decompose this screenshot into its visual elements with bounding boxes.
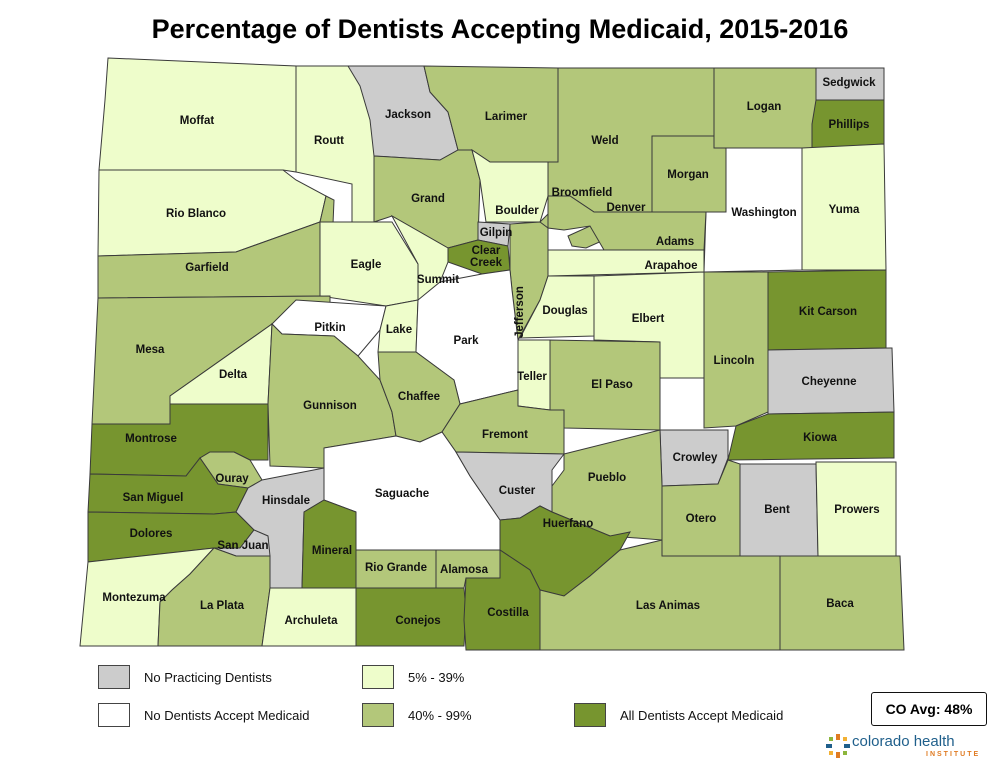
legend-label: All Dentists Accept Medicaid bbox=[620, 707, 784, 723]
legend-label: 5% - 39% bbox=[408, 669, 465, 685]
legend-label: No Practicing Dentists bbox=[144, 669, 272, 685]
county-label-baca: Baca bbox=[826, 598, 854, 610]
county-label-san-miguel: San Miguel bbox=[123, 492, 184, 504]
county-label-douglas: Douglas bbox=[542, 305, 587, 317]
county-label-summit: Summit bbox=[417, 274, 459, 286]
county-label-denver: Denver bbox=[607, 202, 647, 214]
county-label-lincoln: Lincoln bbox=[714, 355, 755, 367]
county-label-kiowa: Kiowa bbox=[803, 432, 837, 444]
county-grand bbox=[373, 149, 481, 249]
county-las-animas bbox=[539, 539, 781, 651]
county-label-montrose: Montrose bbox=[125, 433, 177, 445]
county-label-park: Park bbox=[454, 335, 480, 347]
county-label-gunnison: Gunnison bbox=[303, 400, 357, 412]
county-label-rio-grande: Rio Grande bbox=[365, 562, 427, 574]
county-label-mineral: Mineral bbox=[312, 545, 352, 557]
county-label-hinsdale: Hinsdale bbox=[262, 495, 310, 507]
county-label-pueblo: Pueblo bbox=[588, 472, 626, 484]
county-label-elbert: Elbert bbox=[632, 313, 665, 325]
county-label-moffat: Moffat bbox=[180, 115, 215, 127]
legend-no-dentists: No Practicing Dentists bbox=[98, 664, 272, 690]
county-label-yuma: Yuma bbox=[829, 204, 860, 216]
county-label-la-plata: La Plata bbox=[200, 600, 245, 612]
county-label-garfield: Garfield bbox=[185, 262, 228, 274]
county-label-teller: Teller bbox=[517, 371, 547, 383]
county-label-eagle: Eagle bbox=[351, 259, 382, 271]
legend-swatch bbox=[362, 665, 394, 689]
county-label-crowley: Crowley bbox=[673, 452, 718, 464]
county-label-lake: Lake bbox=[386, 324, 412, 336]
county-label-chaffee: Chaffee bbox=[398, 391, 440, 403]
county-mineral bbox=[301, 499, 357, 589]
legend-swatch bbox=[362, 703, 394, 727]
county-label-saguache: Saguache bbox=[375, 488, 429, 500]
county-label-gilpin: Gilpin bbox=[480, 227, 513, 239]
county-la-plata bbox=[157, 547, 271, 647]
county-label-delta: Delta bbox=[219, 369, 248, 381]
legend-swatch bbox=[98, 665, 130, 689]
county-label-washington: Washington bbox=[731, 207, 796, 219]
legend-label: 40% - 99% bbox=[408, 707, 472, 723]
legend-all: All Dentists Accept Medicaid bbox=[574, 702, 783, 728]
county-douglas bbox=[519, 275, 595, 339]
county-costilla bbox=[463, 549, 541, 651]
county-label-weld: Weld bbox=[591, 135, 618, 147]
colorado-health-institute-logo: colorado health INSTITUTE bbox=[826, 730, 996, 766]
county-label-bent: Bent bbox=[764, 504, 790, 516]
county-label-archuleta: Archuleta bbox=[284, 615, 338, 627]
county-label-ouray: Ouray bbox=[215, 473, 249, 485]
legend-mid: 40% - 99% bbox=[362, 702, 472, 728]
county-label-conejos: Conejos bbox=[395, 615, 440, 627]
county-label-dolores: Dolores bbox=[130, 528, 173, 540]
legend-swatch bbox=[98, 703, 130, 727]
legend-none-accept: No Dentists Accept Medicaid bbox=[98, 702, 309, 728]
county-label-routt: Routt bbox=[314, 135, 344, 147]
county-label-grand: Grand bbox=[411, 193, 445, 205]
county-label-el-paso: El Paso bbox=[591, 379, 633, 391]
county-label-jackson: Jackson bbox=[385, 109, 431, 121]
county-label-jefferson: Jefferson bbox=[514, 286, 526, 338]
legend-low: 5% - 39% bbox=[362, 664, 464, 690]
county-label-las-animas: Las Animas bbox=[636, 600, 700, 612]
county-boulder bbox=[471, 148, 549, 223]
logo-subtitle: INSTITUTE bbox=[926, 751, 981, 758]
county-kiowa bbox=[727, 411, 895, 461]
county-label-phillips: Phillips bbox=[829, 119, 870, 131]
logo-name: colorado health bbox=[852, 733, 955, 750]
county-label-rio-blanco: Rio Blanco bbox=[166, 208, 226, 220]
county-label-boulder: Boulder bbox=[495, 205, 539, 217]
county-label-clear-creek: Clear Creek bbox=[470, 245, 503, 269]
county-label-broomfield: Broomfield bbox=[552, 187, 613, 199]
county-label-pitkin: Pitkin bbox=[314, 322, 345, 334]
legend-label: No Dentists Accept Medicaid bbox=[144, 707, 310, 723]
legend-swatch bbox=[574, 703, 606, 727]
state-average-box: CO Avg: 48% bbox=[871, 692, 987, 726]
county-label-sedgwick: Sedgwick bbox=[822, 77, 876, 89]
county-label-kit-carson: Kit Carson bbox=[799, 306, 857, 318]
county-label-adams: Adams bbox=[656, 236, 694, 248]
county-label-larimer: Larimer bbox=[485, 111, 528, 123]
county-label-alamosa: Alamosa bbox=[440, 564, 489, 576]
county-label-arapahoe: Arapahoe bbox=[644, 260, 697, 272]
sunburst-logo-icon bbox=[826, 734, 850, 758]
county-lincoln bbox=[703, 271, 769, 429]
county-label-huerfano: Huerfano bbox=[543, 518, 593, 530]
county-label-logan: Logan bbox=[747, 101, 782, 113]
county-label-custer: Custer bbox=[499, 485, 536, 497]
county-label-san-juan: San Juan bbox=[217, 540, 268, 552]
map-title: Percentage of Dentists Accepting Medicai… bbox=[151, 14, 849, 44]
county-label-mesa: Mesa bbox=[136, 344, 165, 356]
county-label-morgan: Morgan bbox=[667, 169, 709, 181]
county-label-prowers: Prowers bbox=[834, 504, 879, 516]
county-label-montezuma: Montezuma bbox=[102, 592, 166, 604]
county-label-otero: Otero bbox=[686, 513, 717, 525]
county-baca bbox=[779, 555, 905, 651]
county-label-costilla: Costilla bbox=[487, 607, 529, 619]
county-label-cheyenne: Cheyenne bbox=[802, 376, 857, 388]
county-label-fremont: Fremont bbox=[482, 429, 528, 441]
